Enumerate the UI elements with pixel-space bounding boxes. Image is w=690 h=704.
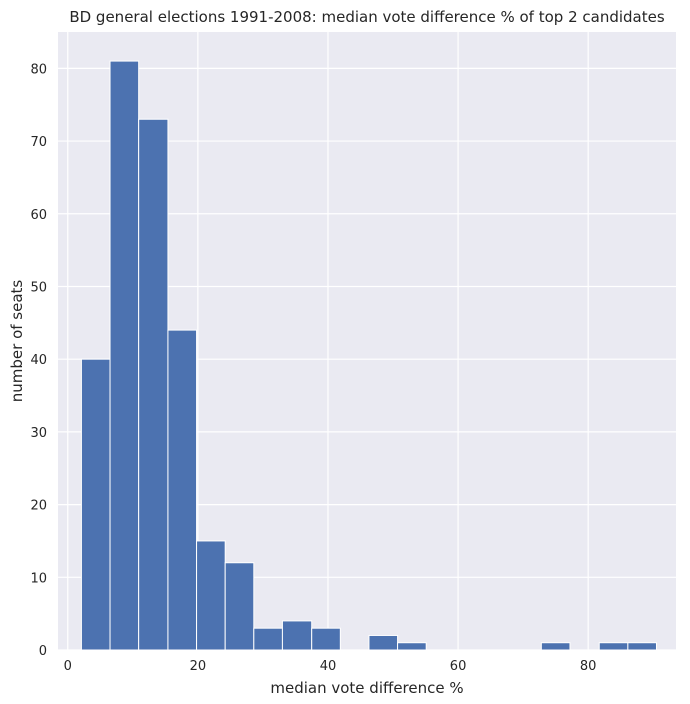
y-axis-ticks: 0 10 20 30 40 50 60 70 80 [30, 62, 47, 659]
x-tick-label: 20 [190, 659, 207, 674]
y-tick-label: 40 [30, 353, 47, 368]
y-tick-label: 60 [30, 208, 47, 223]
y-tick-label: 10 [30, 571, 47, 586]
histogram-bar [109, 60, 140, 651]
histogram-bar [80, 358, 111, 651]
x-axis-ticks: 0 20 40 60 80 [64, 659, 597, 674]
histogram-bar [311, 627, 341, 651]
x-tick-label: 80 [580, 659, 597, 674]
histogram-bar [138, 118, 169, 651]
histogram-bar [397, 642, 427, 651]
histogram-bar [224, 562, 255, 651]
histogram-bar [368, 634, 399, 651]
histogram-bar [167, 329, 198, 651]
y-tick-label: 0 [39, 644, 47, 659]
histogram-bar [281, 620, 313, 651]
chart-title: BD general elections 1991-2008: median v… [69, 8, 665, 26]
y-tick-label: 20 [30, 499, 47, 514]
x-axis-label: median vote difference % [270, 679, 463, 697]
histogram-bar [627, 642, 657, 651]
histogram-bar [598, 642, 629, 651]
x-tick-label: 60 [450, 659, 467, 674]
x-tick-label: 40 [320, 659, 337, 674]
histogram-bar [196, 540, 226, 651]
histogram-bar [253, 627, 283, 651]
y-tick-label: 30 [30, 426, 47, 441]
histogram-bar [540, 642, 571, 651]
x-tick-label: 0 [64, 659, 72, 674]
histogram-bars [80, 60, 657, 651]
y-tick-label: 70 [30, 135, 47, 150]
y-tick-label: 80 [30, 62, 47, 77]
y-tick-label: 50 [30, 280, 47, 295]
y-axis-label: number of seats [8, 280, 26, 403]
